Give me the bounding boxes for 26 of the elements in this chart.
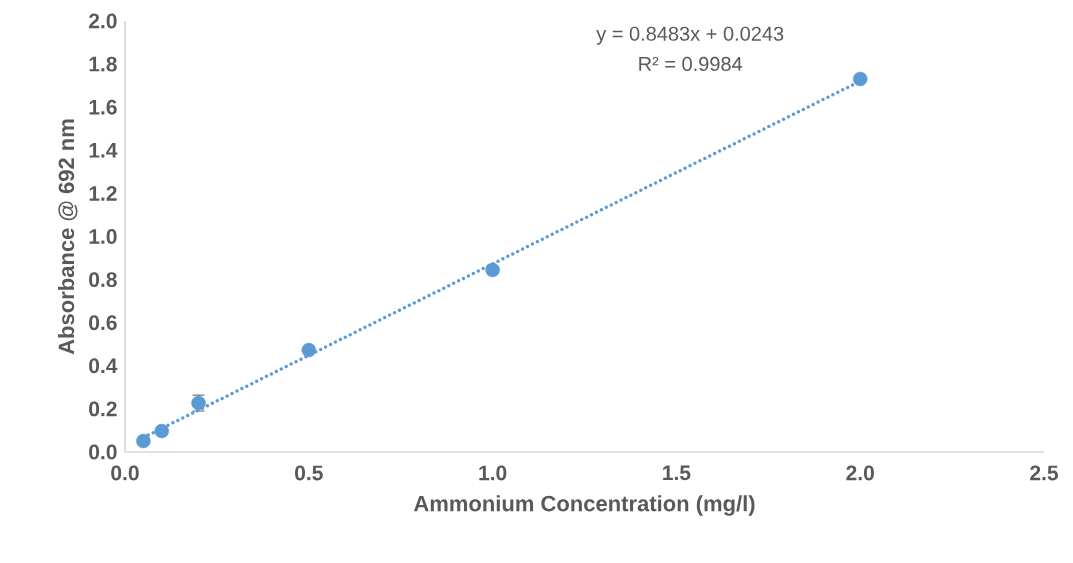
annotation: R² = 0.9984 bbox=[639, 56, 743, 72]
point bbox=[853, 71, 868, 87]
y-tick-label: 0.4 bbox=[89, 358, 118, 374]
y-tick-label: 0.0 bbox=[89, 444, 117, 460]
point bbox=[485, 262, 500, 278]
x-axis-title: Ammonium Concentration (mg/l) bbox=[413, 495, 755, 516]
point bbox=[301, 342, 316, 358]
y-axis-title: Absorbance @ 692 nm bbox=[58, 119, 78, 355]
y-tick-label: 1.2 bbox=[89, 186, 117, 201]
annotation: y = 0.8483x + 0.0243 bbox=[596, 26, 784, 45]
x-tick-label: 0.0 bbox=[111, 465, 139, 481]
y-tick-label: 1.6 bbox=[89, 99, 117, 115]
point bbox=[136, 433, 151, 449]
y-tick-label: 0.8 bbox=[89, 272, 117, 288]
y-tick-label: 1.4 bbox=[89, 143, 118, 158]
x-tick-label: 1.0 bbox=[479, 465, 507, 481]
x-tick-label: 2.5 bbox=[1030, 465, 1059, 481]
x-tick-label: 0.5 bbox=[295, 465, 323, 481]
point bbox=[154, 423, 169, 439]
y-tick-label: 2.0 bbox=[89, 13, 117, 29]
y-tick-label: 0.6 bbox=[89, 315, 117, 331]
y-tick-label: 0.2 bbox=[89, 401, 117, 417]
x-tick-label: 2.0 bbox=[846, 465, 874, 481]
y-tick-label: 1.8 bbox=[89, 56, 117, 72]
x-tick-label: 1.5 bbox=[663, 465, 691, 481]
y-tick-label: 1.0 bbox=[89, 229, 117, 244]
